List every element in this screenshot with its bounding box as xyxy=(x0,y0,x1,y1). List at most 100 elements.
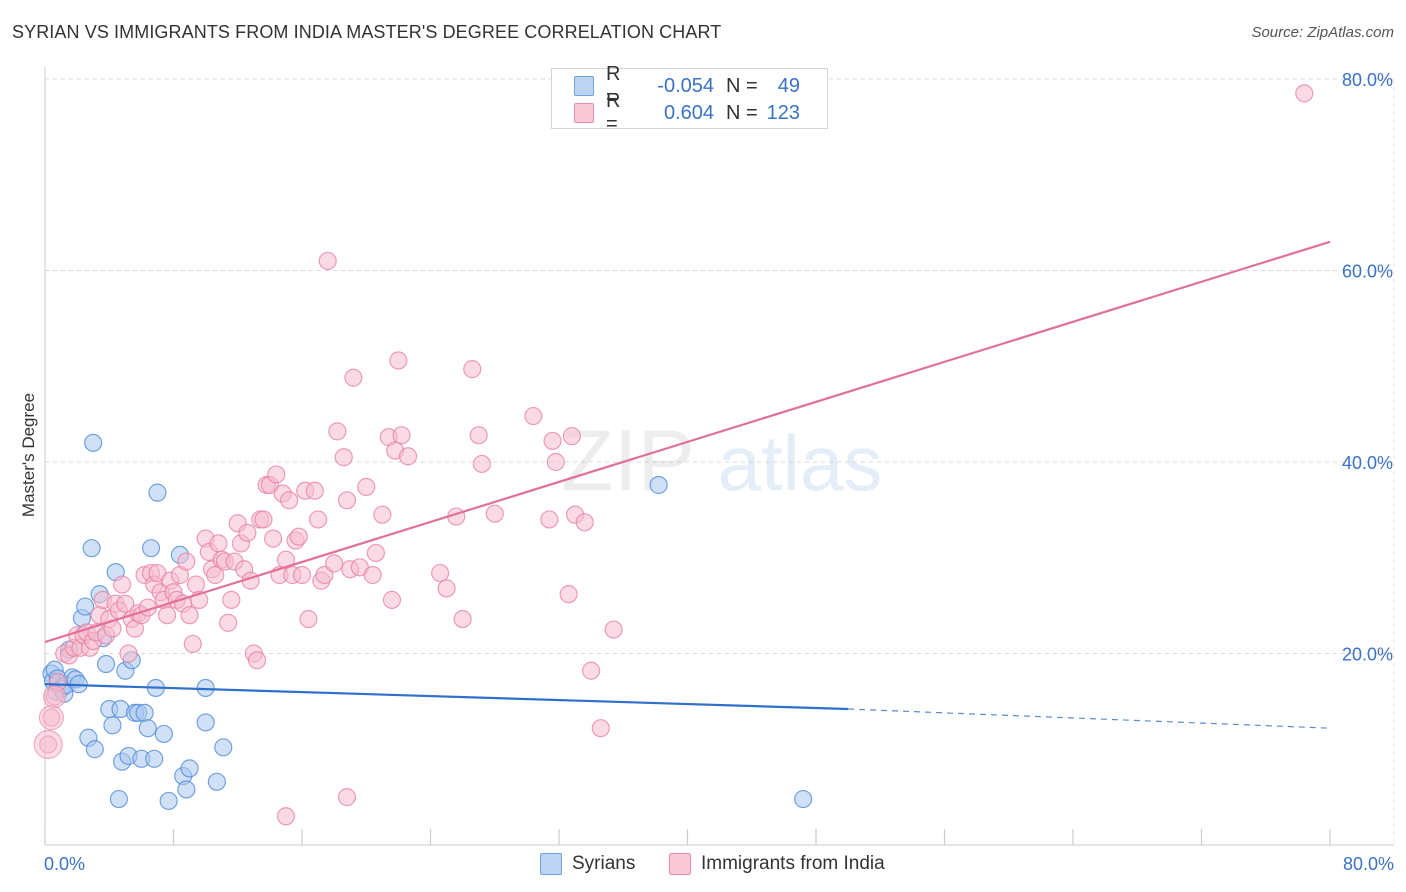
series-legend: Syrians Immigrants from India xyxy=(0,852,1406,878)
r-value: -0.054 xyxy=(657,74,714,97)
india-point xyxy=(559,585,578,604)
source-credit: Source: ZipAtlas.com xyxy=(1251,24,1394,41)
india-point xyxy=(206,565,225,585)
legend-label-syrians: Syrians xyxy=(572,853,636,874)
india-point xyxy=(325,554,344,573)
india-point xyxy=(183,634,202,654)
india-point xyxy=(363,565,382,585)
y-tick-label: 60.0% xyxy=(1342,262,1393,282)
india-point xyxy=(1295,84,1314,103)
india-point xyxy=(431,563,450,583)
syrians-point xyxy=(84,433,103,452)
legend-item-syrians[interactable]: Syrians xyxy=(540,852,635,876)
india-point xyxy=(366,543,385,563)
syrians-point xyxy=(214,738,233,757)
r-value: 0.604 xyxy=(663,101,714,124)
india-point xyxy=(289,527,308,546)
india-point xyxy=(267,465,286,484)
india-point xyxy=(604,620,623,639)
syrians-point xyxy=(177,780,196,799)
india-point xyxy=(276,807,296,826)
india-point xyxy=(398,447,418,466)
syrians-swatch xyxy=(574,76,594,96)
india-point xyxy=(546,452,565,472)
india-point xyxy=(318,251,337,271)
india-point xyxy=(591,719,610,738)
india-point xyxy=(357,477,376,496)
syrians-point xyxy=(103,716,122,735)
india-point xyxy=(582,661,601,680)
legend-label-india: Immigrants from India xyxy=(701,853,885,874)
stats-row-india: R = 0.604 N = 123 xyxy=(574,90,800,135)
n-value: 49 xyxy=(777,74,800,97)
india-point xyxy=(219,613,238,632)
r-label: R = xyxy=(606,90,621,135)
x-tick-label: 0.0% xyxy=(44,854,85,874)
watermark-atlas: atlas xyxy=(718,419,883,507)
syrians-point xyxy=(141,539,161,558)
syrians-point xyxy=(148,483,167,502)
india-trend-line xyxy=(44,240,1331,644)
y-tick-label: 80.0% xyxy=(1342,70,1393,90)
india-point xyxy=(280,491,299,510)
syrians-point xyxy=(180,759,199,778)
india-point xyxy=(263,529,283,548)
watermark: ZIP atlas xyxy=(561,413,882,509)
r-label: R = xyxy=(606,63,621,108)
india-point xyxy=(540,510,559,529)
india-point xyxy=(112,575,132,594)
india-point xyxy=(543,431,562,451)
india-point xyxy=(222,590,241,609)
india-point xyxy=(472,454,491,474)
india-point xyxy=(180,606,199,625)
n-label: N = xyxy=(726,101,758,124)
india-legend-swatch xyxy=(669,853,691,875)
india-point xyxy=(299,609,318,629)
india-point xyxy=(43,684,67,709)
legend-item-india[interactable]: Immigrants from India xyxy=(669,852,885,876)
india-point xyxy=(453,609,472,629)
india-point xyxy=(116,594,135,613)
india-point xyxy=(157,606,177,625)
india-point xyxy=(437,579,456,598)
india-point xyxy=(344,368,363,387)
india-point xyxy=(308,510,328,529)
india-point xyxy=(305,481,324,500)
india-point xyxy=(254,510,273,529)
trend-lines xyxy=(44,240,1331,729)
tick-labels: 20.0% 40.0% 60.0% 80.0% 0.0% 80.0% xyxy=(44,70,1394,874)
india-point xyxy=(485,504,504,523)
syrians-point xyxy=(82,539,101,558)
india-point xyxy=(337,788,357,807)
stats-row-syrians: R = -0.054 N = 49 xyxy=(574,63,800,108)
syrians-point xyxy=(154,724,173,744)
india-point xyxy=(469,426,488,445)
n-value: 123 xyxy=(766,101,800,124)
x-tick-label: 80.0% xyxy=(1343,854,1394,874)
y-tick-label: 40.0% xyxy=(1342,453,1393,473)
y-axis-label: Master's Degree xyxy=(19,393,38,517)
india-swatch xyxy=(574,103,594,123)
series-syrians xyxy=(42,433,813,811)
syrians-point xyxy=(649,475,668,495)
y-tick-label: 20.0% xyxy=(1342,645,1393,665)
syrians-point xyxy=(85,740,104,759)
syrians-point xyxy=(207,772,226,791)
syrians-point xyxy=(196,713,215,732)
syrians-point xyxy=(794,789,813,809)
chart-title: SYRIAN VS IMMIGRANTS FROM INDIA MASTER'S… xyxy=(12,22,722,42)
syrians-point xyxy=(159,791,178,811)
india-point xyxy=(186,575,206,594)
india-point xyxy=(33,729,63,760)
india-point xyxy=(575,513,594,532)
india-point xyxy=(238,523,257,542)
syrians-legend-swatch xyxy=(540,853,562,875)
syrians-point xyxy=(145,749,164,768)
india-point xyxy=(334,448,353,467)
syrians-point xyxy=(76,597,95,616)
syrians-trend-line xyxy=(44,683,849,711)
india-point xyxy=(292,565,312,585)
india-point xyxy=(276,550,296,569)
india-point xyxy=(38,705,65,731)
